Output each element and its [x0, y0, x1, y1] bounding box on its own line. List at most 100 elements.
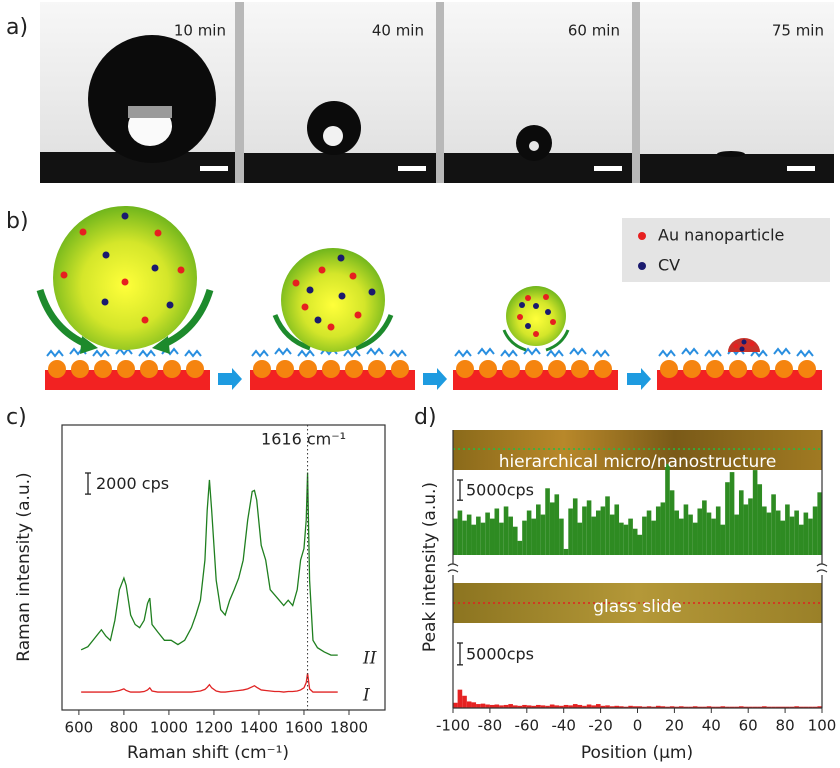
cv-molecule — [545, 309, 551, 315]
bar — [605, 496, 610, 555]
bar — [453, 518, 458, 555]
au-particle — [154, 229, 162, 237]
bar — [748, 706, 753, 708]
bar — [632, 706, 638, 708]
bar — [812, 506, 818, 555]
scale-bar — [594, 166, 622, 171]
image-label: hierarchical micro/nanostructure — [499, 452, 777, 472]
legend-box — [622, 218, 830, 282]
x-axis-label: Raman shift (cm⁻¹) — [127, 743, 289, 763]
bar — [766, 706, 772, 708]
x-tick-label: 1000 — [150, 719, 188, 737]
bar — [766, 512, 772, 555]
bar — [706, 512, 712, 555]
panel-label: a) — [6, 15, 28, 40]
substrate — [452, 348, 619, 391]
droplet — [88, 35, 216, 163]
bar — [554, 494, 560, 555]
bar — [508, 704, 513, 708]
au-particle — [349, 272, 357, 280]
bar — [568, 705, 573, 708]
x-tick-label: 1600 — [285, 719, 323, 737]
bar — [715, 706, 721, 708]
bar — [711, 518, 716, 555]
bar — [720, 706, 726, 708]
arrow — [423, 368, 447, 390]
bar — [623, 706, 629, 708]
bar — [572, 498, 578, 555]
bar — [734, 706, 739, 708]
x-tick-label: 1400 — [240, 719, 278, 737]
scale-bar-label: 2000 cps — [96, 474, 169, 493]
bar — [775, 706, 781, 708]
scale-bar-label: 5000cps — [466, 481, 534, 500]
au-particle — [292, 279, 300, 287]
legend-label: CV — [658, 256, 680, 275]
bar — [674, 510, 680, 555]
bar — [660, 502, 666, 555]
cv-molecule — [314, 316, 322, 324]
bar — [674, 706, 680, 708]
spectrum — [80, 472, 338, 656]
bar — [480, 522, 486, 555]
x-tick-label: 1200 — [195, 719, 233, 737]
substrate — [656, 348, 823, 391]
bar — [586, 500, 592, 555]
cv-molecule — [166, 301, 174, 309]
x-tick-label: -100 — [436, 717, 470, 735]
bar — [605, 705, 610, 708]
bar — [817, 492, 822, 555]
bar — [577, 522, 583, 555]
spectrum — [81, 672, 338, 693]
bar — [628, 705, 633, 708]
bar — [595, 510, 601, 555]
scale-bar — [200, 166, 228, 171]
au-particle — [733, 343, 739, 349]
bar — [646, 706, 652, 708]
bar — [531, 705, 537, 708]
bar — [526, 705, 532, 708]
bar — [609, 706, 615, 708]
bar — [540, 705, 546, 708]
au-particle — [318, 266, 326, 274]
x-tick-label: 100 — [808, 717, 837, 735]
au-particle — [533, 331, 539, 337]
bar — [780, 520, 786, 555]
panel-a: 10 min 40 min 60 min 75 min — [40, 2, 834, 183]
bar — [651, 520, 656, 555]
bar — [559, 518, 564, 555]
bar — [702, 500, 707, 555]
series-label: I — [362, 686, 370, 706]
bar — [803, 706, 809, 708]
bar — [457, 689, 463, 708]
bar — [702, 706, 707, 708]
bar — [692, 706, 698, 708]
bar — [752, 470, 758, 555]
bar — [729, 706, 735, 708]
bar — [808, 706, 813, 708]
legend-swatch — [638, 232, 646, 240]
cv-molecule — [102, 251, 110, 259]
bar — [476, 516, 481, 555]
arrow-head — [152, 336, 170, 354]
bar — [642, 516, 647, 555]
cv-molecule — [525, 323, 531, 329]
bar — [471, 702, 477, 708]
bar — [499, 705, 504, 708]
bar — [785, 504, 790, 555]
bar — [771, 494, 776, 555]
time-label: 10 min — [174, 22, 226, 40]
bar — [489, 704, 495, 708]
x-tick-label: -80 — [478, 717, 503, 735]
bar — [655, 506, 661, 555]
bar — [453, 702, 458, 708]
time-label: 60 min — [568, 22, 620, 40]
plot-frame — [61, 424, 386, 711]
image-label: glass slide — [593, 597, 682, 617]
droplet — [53, 206, 197, 350]
au-particle — [301, 303, 309, 311]
bar — [757, 484, 763, 555]
bar — [642, 706, 647, 708]
bar — [563, 704, 569, 708]
bar — [614, 504, 620, 555]
